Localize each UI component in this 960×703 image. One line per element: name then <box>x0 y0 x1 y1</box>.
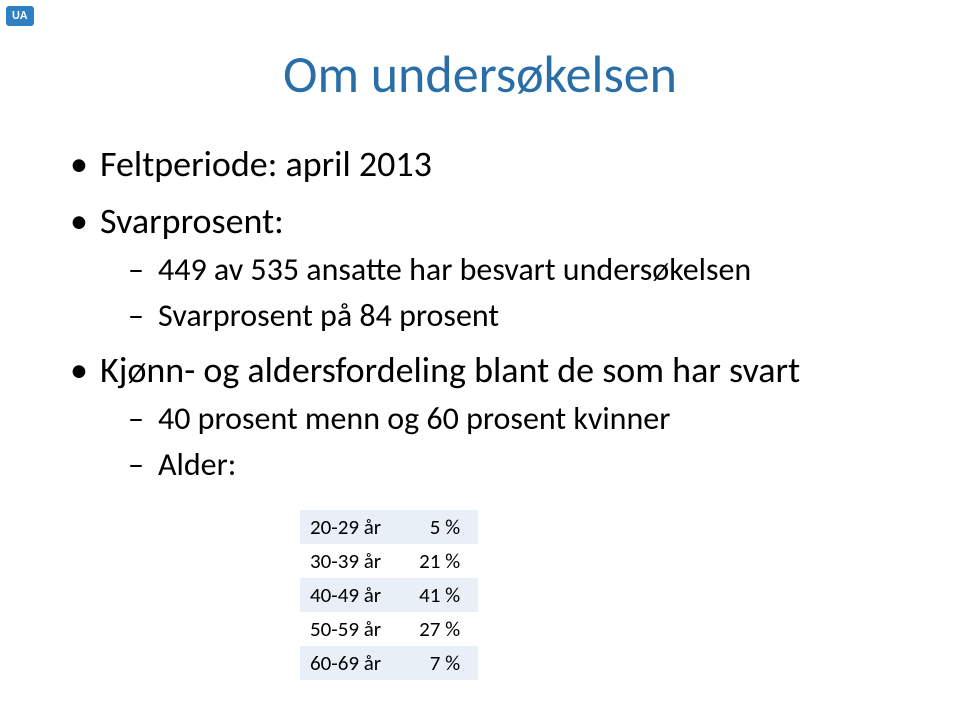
bullet-respondents: 449 av 535 ansatte har besvart undersøke… <box>70 250 920 290</box>
bullet-age-label: Alder: <box>70 445 920 485</box>
age-table-container: 20-29 år 5 % 30-39 år 21 % 40-49 år 41 %… <box>300 510 478 680</box>
age-label: 30-39 år <box>300 544 409 578</box>
age-value: 27 % <box>409 612 478 646</box>
bullet-demographics: Kjønn- og aldersfordeling blant de som h… <box>70 348 920 393</box>
table-row: 30-39 år 21 % <box>300 544 478 578</box>
age-value: 7 % <box>409 646 478 680</box>
age-table: 20-29 år 5 % 30-39 år 21 % 40-49 år 41 %… <box>300 510 478 680</box>
table-row: 40-49 år 41 % <box>300 578 478 612</box>
age-label: 40-49 år <box>300 578 409 612</box>
bullet-response-rate: Svarprosent på 84 prosent <box>70 296 920 336</box>
age-label: 50-59 år <box>300 612 409 646</box>
corner-badge: UA <box>6 6 34 26</box>
age-label: 20-29 år <box>300 510 409 544</box>
table-row: 60-69 år 7 % <box>300 646 478 680</box>
table-row: 20-29 år 5 % <box>300 510 478 544</box>
age-value: 21 % <box>409 544 478 578</box>
age-value: 5 % <box>409 510 478 544</box>
bullet-svarprosent: Svarprosent: <box>70 199 920 244</box>
bullet-gender: 40 prosent menn og 60 prosent kvinner <box>70 399 920 439</box>
table-row: 50-59 år 27 % <box>300 612 478 646</box>
slide-title: Om undersøkelsen <box>0 42 960 106</box>
slide-body: Feltperiode: april 2013 Svarprosent: 449… <box>70 130 920 485</box>
age-value: 41 % <box>409 578 478 612</box>
age-label: 60-69 år <box>300 646 409 680</box>
bullet-feltperiode: Feltperiode: april 2013 <box>70 142 920 187</box>
